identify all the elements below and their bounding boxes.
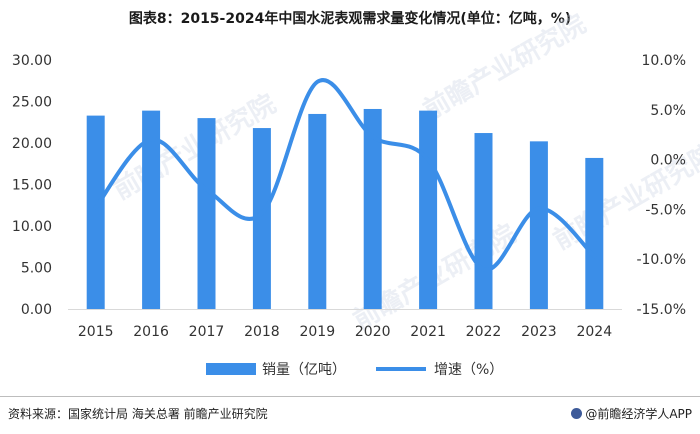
bar-2017 — [197, 118, 216, 309]
y-right-tick-label: -5.0% — [645, 202, 686, 218]
legend-bar-swatch — [206, 363, 256, 375]
y-left-tick-label: 30.00 — [12, 53, 52, 69]
brand-logo-icon — [571, 408, 583, 419]
brand-text: @前瞻经济学人APP — [585, 407, 692, 421]
y-left-tick-label: 10.00 — [12, 219, 52, 235]
x-tick-label: 2021 — [410, 324, 446, 340]
x-tick-label: 2022 — [466, 324, 502, 340]
bar-2021 — [419, 110, 438, 309]
chart-title: 图表8：2015-2024年中国水泥表观需求量变化情况(单位：亿吨，%) — [128, 11, 572, 27]
bar-2015 — [86, 115, 105, 309]
legend-bar-label: 销量（亿吨） — [262, 362, 346, 378]
y-right-tick-label: 5.0% — [650, 103, 686, 119]
growth-line — [93, 78, 597, 272]
bar-series — [86, 108, 604, 309]
x-tick-label: 2017 — [189, 324, 225, 340]
bar-2022 — [474, 133, 493, 309]
x-tick-labels: 2015 2016 2017 2018 2019 2020 2021 2022 2023 2024 — [78, 324, 612, 340]
bar-2023 — [529, 141, 548, 309]
y-left-tick-label: 0.00 — [21, 302, 52, 318]
legend: 销量（亿吨） 增速（%） — [206, 362, 503, 378]
line-series — [93, 78, 597, 272]
brand-credit: @前瞻经济学人APP — [571, 405, 692, 422]
x-tick-label: 2024 — [576, 324, 612, 340]
x-tick-label: 2015 — [78, 324, 114, 340]
y-left-tick-label: 25.00 — [12, 95, 52, 111]
bar-2019 — [308, 113, 327, 309]
watermark-group: 前瞻产业研究院前瞻产业研究院前瞻产业研究院前瞻产业研究院 — [108, 8, 700, 336]
x-tick-label: 2023 — [521, 324, 557, 340]
x-tick-label: 2016 — [133, 324, 169, 340]
bar-2020 — [363, 108, 382, 309]
bar-2024 — [585, 157, 604, 309]
x-tick-label: 2018 — [244, 324, 280, 340]
y-left-tick-label: 20.00 — [12, 136, 52, 152]
legend-line-label: 增速（%） — [434, 362, 503, 378]
y-right-tick-label: 0.0% — [650, 153, 686, 169]
y-left-tick-labels: 0.00 5.00 10.00 15.00 20.00 25.00 30.00 — [12, 53, 52, 318]
x-tick-label: 2020 — [355, 324, 391, 340]
y-right-tick-labels: -15.0% -10.0% -5.0% 0.0% 5.0% 10.0% — [636, 53, 686, 318]
y-right-tick-label: 10.0% — [642, 53, 686, 69]
footer-divider — [0, 396, 700, 397]
watermark-text: 前瞻产业研究院 — [418, 8, 591, 126]
x-tick-label: 2019 — [299, 324, 335, 340]
y-left-tick-label: 5.00 — [21, 261, 52, 277]
bar-2018 — [252, 128, 271, 309]
y-left-tick-label: 15.00 — [12, 178, 52, 194]
bar-2016 — [142, 110, 161, 309]
y-right-tick-label: -10.0% — [636, 252, 686, 268]
source-note: 资料来源：国家统计局 海关总署 前瞻产业研究院 — [8, 407, 268, 421]
y-right-tick-label: -15.0% — [636, 302, 686, 318]
